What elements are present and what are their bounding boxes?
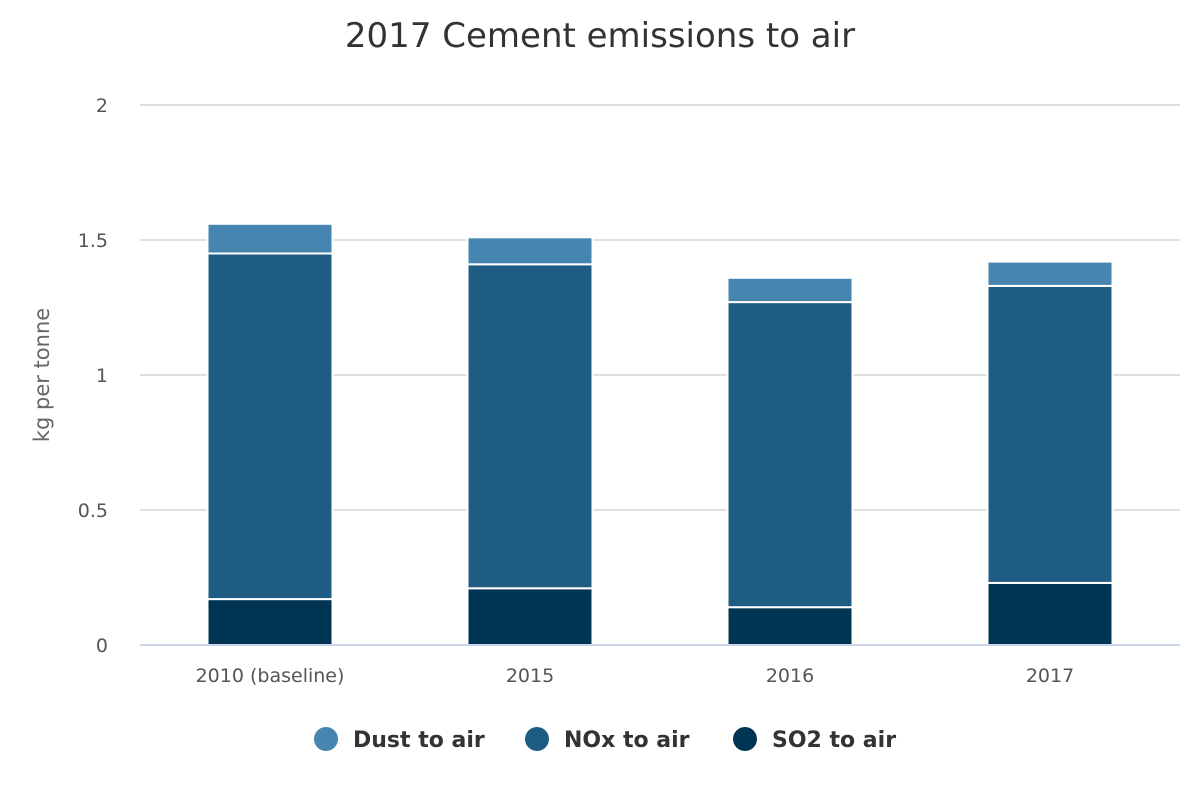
x-axis-ticks: 2010 (baseline) 2015 2016 2017: [196, 665, 1075, 687]
legend-marker: [733, 727, 757, 751]
bar-segment[interactable]: [986, 284, 1114, 584]
bar-segment[interactable]: [206, 598, 334, 646]
bar-segment[interactable]: [986, 581, 1114, 647]
x-tick-label: 2015: [506, 665, 554, 687]
legend-label: NOx to air: [564, 728, 690, 753]
legend-marker: [314, 727, 338, 751]
bar-segment[interactable]: [466, 263, 594, 590]
legend-label: SO2 to air: [772, 728, 896, 753]
legend-item[interactable]: SO2 to air: [733, 727, 896, 753]
bar-segment[interactable]: [466, 587, 594, 646]
legend-item[interactable]: Dust to air: [314, 727, 485, 753]
legend-item[interactable]: NOx to air: [525, 727, 690, 753]
y-axis-label: kg per tonne: [30, 308, 54, 442]
x-tick-label: 2010 (baseline): [196, 665, 345, 687]
bar-segment[interactable]: [726, 276, 854, 304]
y-axis-ticks: 0 0.5 1 1.5 2: [78, 95, 108, 657]
y-tick-label: 0: [96, 635, 108, 657]
x-tick-label: 2017: [1026, 665, 1074, 687]
bar-segment[interactable]: [206, 222, 334, 255]
x-tick-label: 2016: [766, 665, 814, 687]
y-tick-label: 1.5: [78, 230, 108, 252]
bar-segment[interactable]: [726, 301, 854, 609]
bar-segment[interactable]: [466, 236, 594, 266]
bar-segment[interactable]: [206, 252, 334, 601]
bar-segment[interactable]: [986, 260, 1114, 287]
y-tick-label: 2: [96, 95, 108, 117]
bar-segment[interactable]: [726, 606, 854, 647]
legend[interactable]: Dust to air NOx to air SO2 to air: [314, 727, 896, 753]
legend-label: Dust to air: [353, 728, 485, 753]
bars: [206, 222, 1114, 647]
y-tick-label: 0.5: [78, 500, 108, 522]
y-tick-label: 1: [96, 365, 108, 387]
chart-title: 2017 Cement emissions to air: [345, 16, 855, 56]
legend-marker: [525, 727, 549, 751]
